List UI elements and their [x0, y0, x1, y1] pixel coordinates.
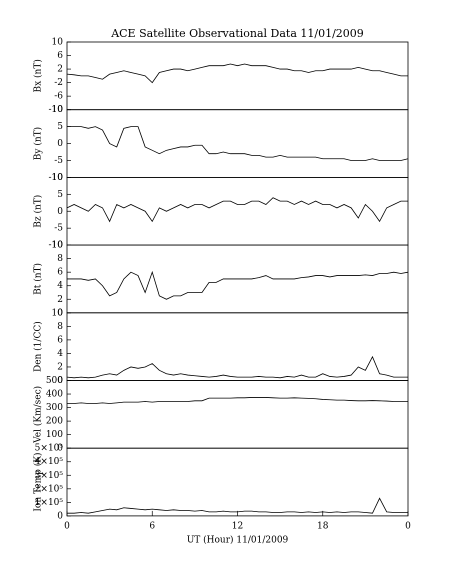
y-tick-label: 0	[57, 376, 63, 386]
panel-frame	[66, 447, 409, 517]
y-tick-label: -6	[54, 92, 63, 102]
y-tick-label: 5×10⁵	[35, 444, 64, 454]
data-line	[67, 270, 409, 300]
x-axis-label: UT (Hour) 11/01/2009	[187, 534, 289, 545]
y-tick-label: 4	[57, 281, 63, 291]
y-tick-label: 500	[46, 376, 63, 386]
panel-frame	[66, 176, 409, 246]
chart-title: ACE Satellite Observational Data 11/01/2…	[110, 27, 364, 40]
y-tick-label: 4	[57, 349, 63, 359]
y-tick-label: 10	[52, 173, 64, 183]
panel-frame	[66, 312, 409, 381]
y-tick-label: 0	[57, 511, 63, 521]
y-tick-label: 6	[57, 335, 63, 345]
panel-frame	[66, 380, 409, 449]
data-line	[66, 197, 408, 223]
y-tick-label: 8	[57, 254, 63, 264]
y-axis-label: Vel (Km/sec)	[33, 386, 44, 444]
y-axis-label: Den (1/CC)	[33, 321, 44, 372]
y-tick-label: 100	[46, 430, 63, 440]
y-tick-label: 10	[52, 308, 64, 318]
y-tick-label: 2×10⁵	[35, 484, 64, 494]
y-axis-label: Bt (nT)	[33, 263, 44, 295]
y-tick-label: 200	[46, 417, 63, 427]
x-tick-label: 0	[64, 521, 70, 531]
x-tick-label: 12	[232, 521, 243, 531]
y-tick-label: 5	[57, 190, 63, 200]
x-tick-label: 18	[317, 521, 329, 531]
y-tick-label: 4×10⁵	[35, 457, 64, 467]
panel-frame	[66, 41, 409, 111]
y-tick-label: -2	[54, 78, 63, 88]
y-tick-label: 300	[46, 403, 63, 413]
y-tick-label: 6	[57, 51, 63, 61]
x-tick-label: 6	[149, 521, 155, 531]
y-tick-label: -5	[54, 156, 63, 166]
y-axis-label: By (nT)	[33, 127, 44, 160]
data-line	[66, 355, 408, 379]
y-tick-label: 0	[57, 308, 63, 318]
y-tick-label: 10	[52, 38, 64, 48]
y-tick-label: 0	[57, 207, 63, 217]
y-tick-label: -5	[54, 224, 63, 234]
y-tick-label: 2	[57, 295, 63, 305]
y-tick-label: 6	[57, 268, 63, 278]
y-axis-label: Bx (nT)	[33, 59, 44, 92]
y-axis-label: Ion Temp (K)	[33, 452, 44, 511]
y-tick-label: 2	[57, 362, 63, 372]
y-tick-label: -10	[49, 241, 64, 251]
y-tick-label: 0	[57, 444, 63, 454]
y-tick-label: 5	[57, 122, 63, 132]
y-tick-label: 0	[57, 139, 63, 149]
y-tick-label: 10	[52, 241, 64, 251]
data-line	[67, 397, 408, 404]
y-tick-label: -10	[49, 105, 64, 115]
y-tick-label: 1×10⁵	[35, 498, 64, 508]
y-tick-label: 3×10⁵	[35, 471, 64, 481]
y-tick-label: 400	[46, 390, 63, 400]
y-tick-label: 2	[57, 65, 63, 75]
y-axis-label: Bz (nT)	[33, 195, 44, 228]
y-tick-label: 10	[52, 105, 64, 115]
data-line	[67, 126, 409, 161]
x-tick-label: 0	[405, 521, 411, 531]
data-line	[66, 63, 408, 84]
y-tick-label: -10	[49, 173, 64, 183]
data-line	[67, 497, 408, 514]
y-tick-label: 8	[57, 322, 63, 332]
